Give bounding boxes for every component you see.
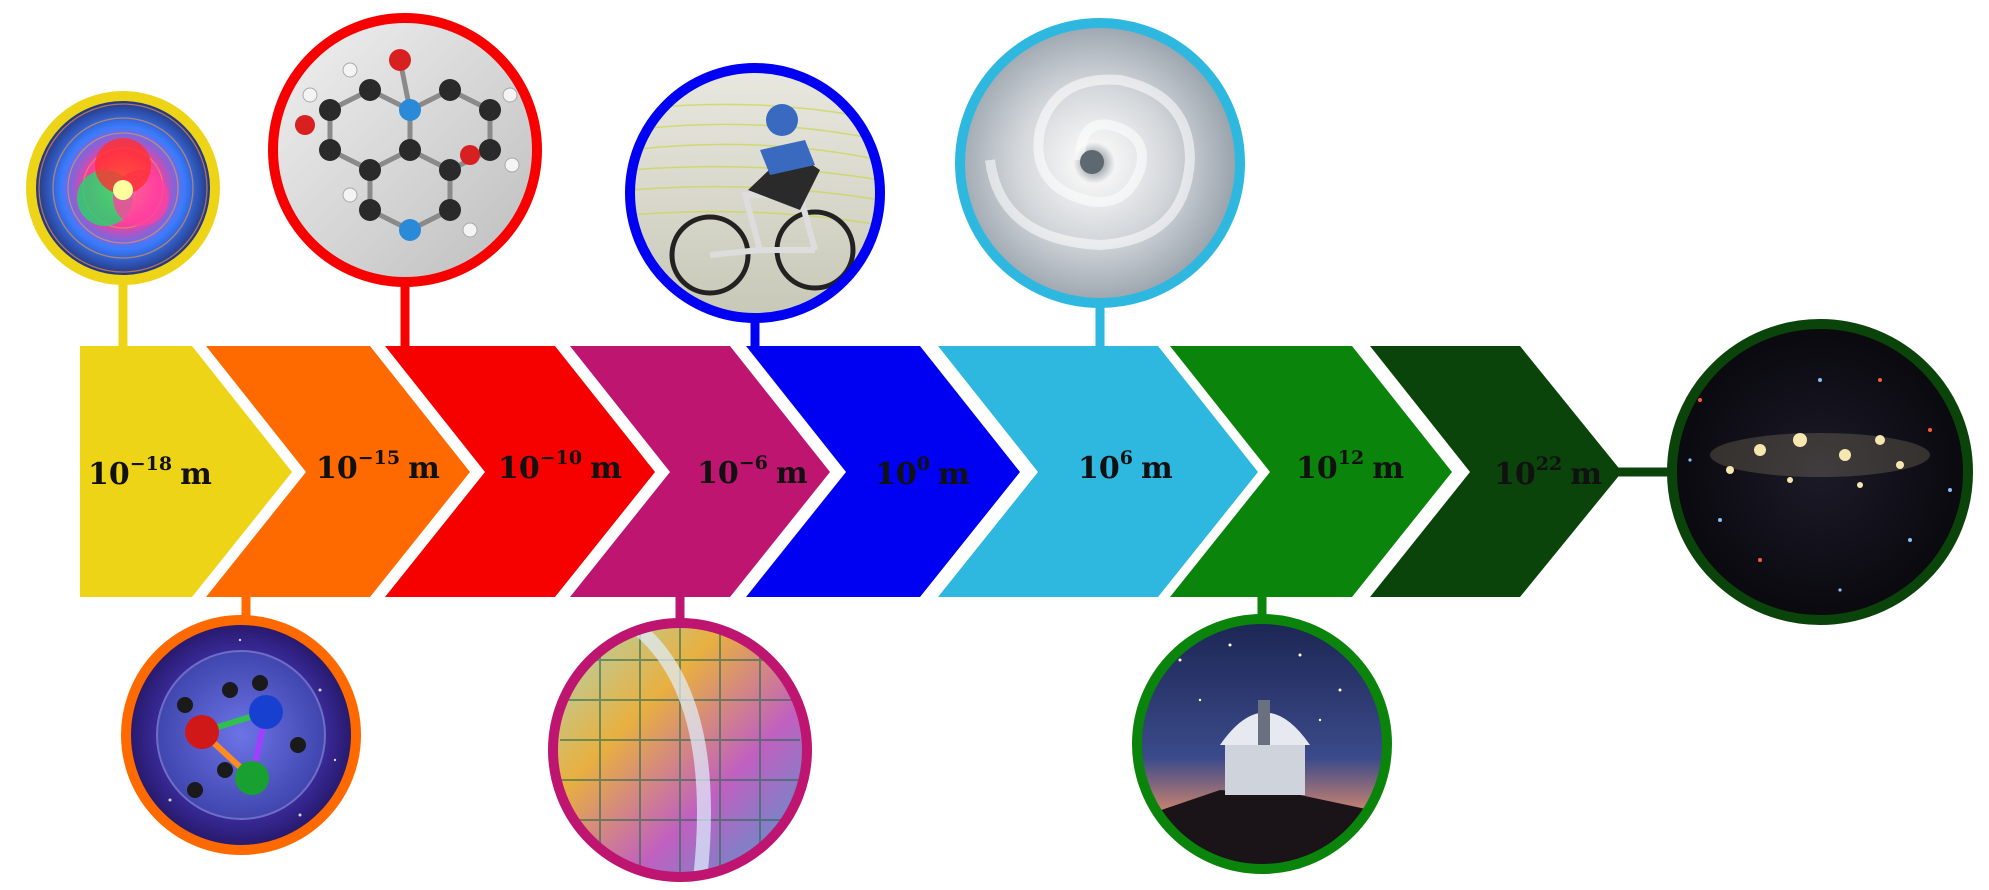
molecule-icon [268,13,542,287]
silicon-wafer-icon [548,618,812,882]
scale-label-6: 106 m [1078,447,1173,486]
hurricane-icon [955,18,1245,308]
chevron-8 [1370,346,1622,597]
galaxy-cluster-icon [1667,319,1973,625]
scale-label-8: 1022 m [1494,453,1602,492]
chevron-4 [570,346,830,597]
scale-label-5: 100 m [875,453,970,492]
chevron-1 [80,346,292,597]
chevron-2 [206,346,470,597]
quark-field-icon [26,91,220,285]
chevron-5 [746,346,1020,597]
scale-label-2: 10−15 m [316,447,440,486]
chevron-7 [1170,346,1452,597]
scale-label-7: 1012 m [1296,447,1404,486]
scale-labels: 10−18 m 10−15 m 10−10 m 10−6 m 100 m 106 m 101… [88,447,1602,492]
scale-label-3: 10−10 m [498,447,622,486]
scale-label-1: 10−18 m [88,453,212,492]
chevron-3 [385,346,655,597]
chevron-6 [938,346,1258,597]
observatory-icon [1132,614,1392,874]
proton-icon [121,615,361,855]
scale-label-4: 10−6 m [697,452,808,491]
cyclist-icon [625,63,885,323]
scale-chevrons [80,346,1622,597]
